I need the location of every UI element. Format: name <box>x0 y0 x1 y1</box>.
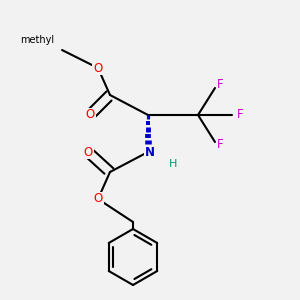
Text: O: O <box>85 109 94 122</box>
Text: methyl: methyl <box>20 35 54 45</box>
Text: H: H <box>169 159 177 169</box>
Text: F: F <box>217 139 223 152</box>
Text: O: O <box>93 193 103 206</box>
Text: O: O <box>93 61 103 74</box>
Text: O: O <box>83 146 93 158</box>
Text: F: F <box>237 109 243 122</box>
Text: N: N <box>145 146 155 158</box>
Text: F: F <box>217 79 223 92</box>
